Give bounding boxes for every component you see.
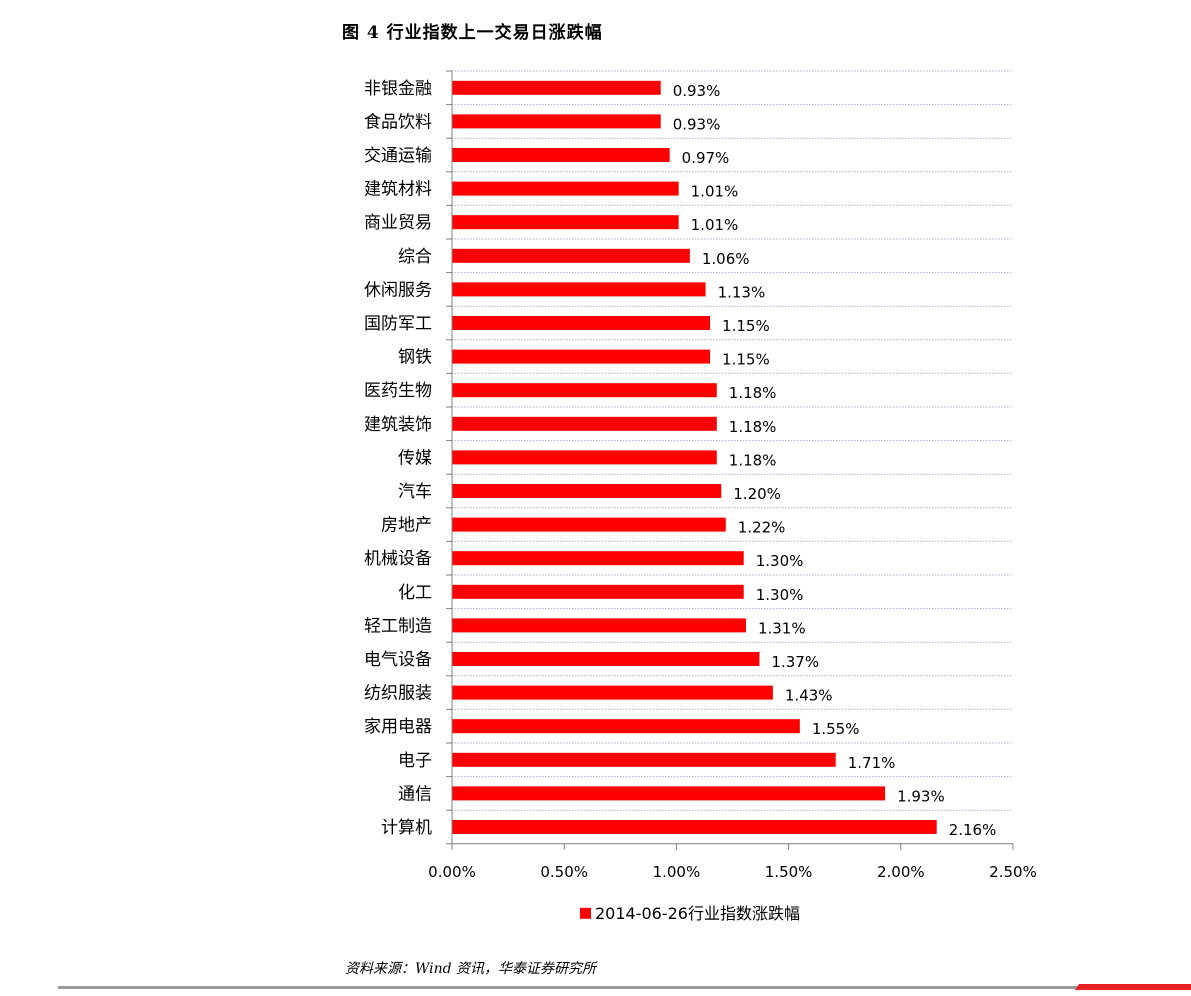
data-label: 1.15%: [722, 351, 770, 369]
bar: [452, 450, 717, 465]
category-label: 休闲服务: [364, 280, 432, 300]
bar-chart: 非银金融 0.93% 食品饮料 0.93% 交通运输 0.97% 建筑材料 1.01% 商业贸易…: [364, 70, 1037, 923]
x-tick-label: 2.50%: [989, 863, 1037, 881]
bar: [452, 820, 937, 834]
data-label: 1.30%: [756, 552, 804, 570]
x-tick-label: 0.50%: [540, 863, 588, 881]
legend-label: 2014-06-26行业指数涨跌幅: [595, 904, 800, 923]
category-label: 通信: [398, 784, 432, 804]
data-label: 1.01%: [691, 183, 739, 201]
data-label: 1.18%: [729, 384, 777, 402]
category-label: 商业贸易: [364, 213, 432, 233]
bar: [452, 752, 836, 767]
category-label: 医药生物: [364, 381, 432, 401]
data-label: 1.37%: [771, 653, 819, 671]
category-label: 建筑材料: [364, 180, 432, 200]
bar: [452, 786, 886, 801]
bar: [452, 685, 773, 700]
data-label: 0.97%: [682, 149, 730, 167]
category-label: 计算机: [381, 818, 432, 838]
axes: 0.00% 0.50% 1.00% 1.50% 2.00% 2.50%: [428, 70, 1037, 881]
legend: 2014-06-26行业指数涨跌幅: [580, 904, 800, 923]
data-label: 1.55%: [812, 720, 860, 738]
bars: 非银金融 0.93% 食品饮料 0.93% 交通运输 0.97% 建筑材料 1.01% 商业贸易…: [364, 79, 996, 839]
category-label: 房地产: [381, 516, 432, 536]
bar: [452, 484, 722, 498]
bar: [452, 719, 800, 734]
bar: [452, 148, 670, 162]
bar: [452, 282, 706, 297]
data-label: 0.93%: [673, 115, 721, 133]
data-label: 1.13%: [718, 283, 766, 301]
bar: [452, 551, 744, 566]
category-label: 纺织服装: [364, 684, 432, 704]
category-label: 电气设备: [364, 650, 432, 670]
legend-swatch: [580, 907, 591, 919]
data-label: 1.93%: [897, 787, 945, 805]
data-label: 1.18%: [729, 451, 777, 469]
data-label: 1.31%: [758, 619, 806, 637]
category-label: 机械设备: [364, 549, 432, 569]
data-label: 1.20%: [733, 485, 781, 503]
category-label: 钢铁: [398, 348, 432, 368]
category-label: 食品饮料: [364, 112, 432, 132]
bar: [452, 316, 711, 330]
data-label: 1.15%: [722, 317, 770, 335]
bar: [452, 517, 726, 532]
x-tick-label: 0.00%: [428, 863, 476, 881]
bar: [452, 383, 717, 398]
data-label: 1.43%: [785, 687, 833, 705]
grid-lines: [452, 70, 1013, 811]
category-label: 家用电器: [364, 717, 432, 737]
category-label: 化工: [398, 583, 432, 603]
x-tick-label: 1.00%: [653, 863, 701, 881]
bar: [452, 652, 760, 666]
bar: [452, 80, 661, 95]
data-label: 0.93%: [673, 82, 721, 100]
source-note: 资料来源：Wind 资讯，华泰证券研究所: [345, 961, 597, 977]
bar: [452, 416, 717, 431]
bar: [452, 349, 711, 364]
category-label: 综合: [398, 247, 432, 267]
data-label: 2.16%: [949, 821, 997, 839]
bar: [452, 618, 746, 633]
data-label: 1.22%: [738, 519, 786, 537]
category-label: 非银金融: [364, 79, 432, 99]
bar: [452, 248, 690, 263]
figure-title: 图 4 行业指数上一交易日涨跌幅: [342, 23, 603, 43]
footer-accent-stripe: [1075, 984, 1191, 990]
category-label: 轻工制造: [364, 616, 432, 636]
data-label: 1.30%: [756, 586, 804, 604]
category-label: 传媒: [398, 448, 432, 468]
category-label: 国防军工: [364, 314, 432, 334]
bar: [452, 215, 679, 230]
data-label: 1.01%: [691, 216, 739, 234]
data-label: 1.71%: [848, 754, 896, 772]
footer-divider: [58, 986, 1191, 989]
category-label: 电子: [398, 751, 432, 771]
category-label: 建筑装饰: [364, 415, 432, 435]
data-label: 1.18%: [729, 418, 777, 436]
bar: [452, 114, 661, 129]
x-tick-label: 1.50%: [765, 863, 813, 881]
bar: [452, 181, 679, 196]
bar: [452, 584, 744, 599]
category-label: 汽车: [398, 482, 432, 502]
data-label: 1.06%: [702, 250, 750, 268]
category-label: 交通运输: [364, 146, 432, 166]
x-tick-label: 2.00%: [877, 863, 925, 881]
